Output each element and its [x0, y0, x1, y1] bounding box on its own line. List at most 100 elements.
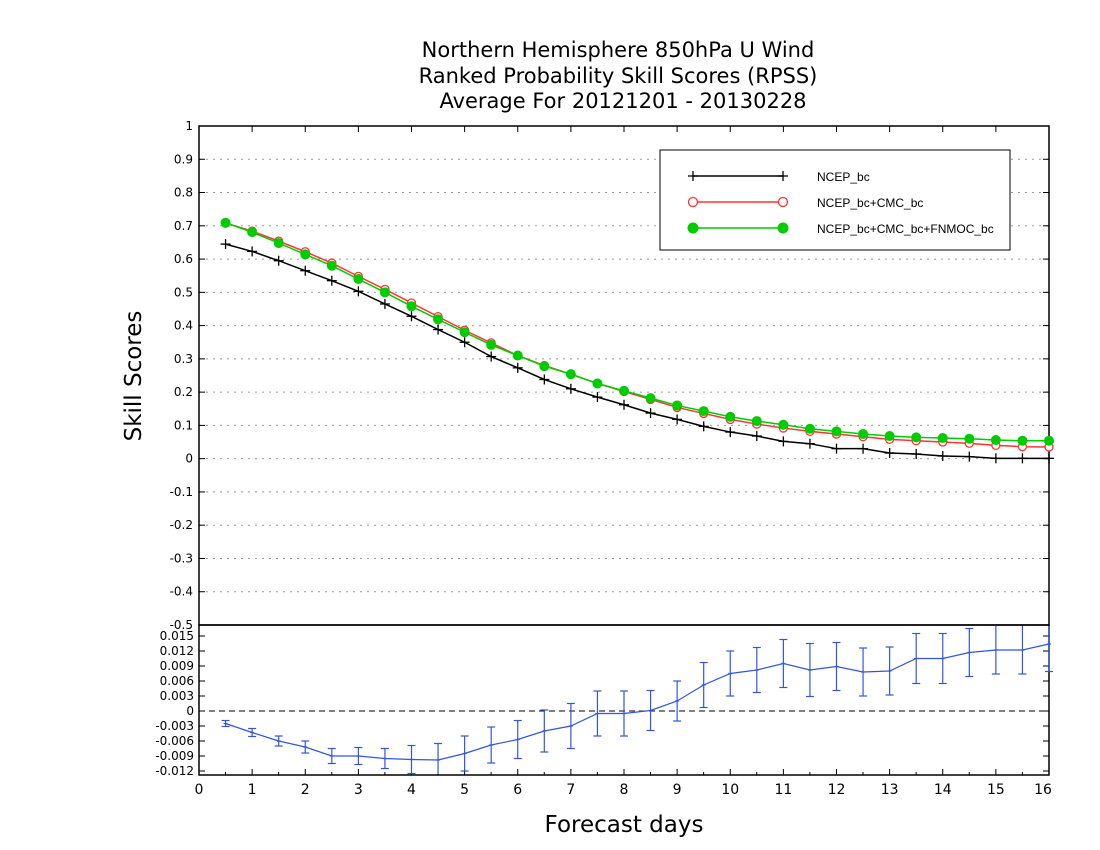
- y-tick-label: -0.006: [155, 734, 194, 748]
- y-tick-label: -0.012: [155, 764, 194, 778]
- y-tick-label: 0.8: [174, 186, 193, 200]
- y-tick-label: 0.7: [174, 219, 193, 233]
- data-point: [486, 351, 497, 362]
- data-point: [300, 265, 311, 276]
- error-bar: [912, 632, 921, 685]
- x-tick-label: 16: [1034, 782, 1052, 798]
- y-tick-label: -0.009: [155, 749, 194, 763]
- y-tick-label: 0.1: [174, 418, 193, 432]
- main-panel: 1 0.9 0.8 0.7 0.6 0.5 0.4 0.3 0.2 0.1 0 -0.1 -0.2 -0.…: [170, 119, 1054, 632]
- data-point: [459, 327, 470, 338]
- y-tick-label: 0: [185, 452, 193, 466]
- error-bar: [540, 709, 549, 753]
- error-bar: [991, 626, 1000, 675]
- error-bar: [726, 650, 735, 697]
- data-point: [459, 337, 470, 348]
- data-point: [858, 443, 869, 454]
- y-tick-label: -0.003: [155, 719, 194, 733]
- data-point: [406, 311, 417, 322]
- error-bar: [779, 638, 788, 689]
- data-point: [645, 408, 656, 419]
- y-tick-label: 0.012: [160, 644, 194, 658]
- data-point: [273, 255, 284, 266]
- chart-title-line-1: Northern Hemisphere 850hPa U Wind: [422, 38, 815, 62]
- data-point: [565, 369, 576, 380]
- data-point: [1017, 435, 1028, 446]
- data-point: [778, 436, 789, 447]
- data-point: [937, 433, 948, 444]
- data-point: [884, 448, 895, 459]
- error-bar: [699, 661, 708, 709]
- data-point: [884, 431, 895, 442]
- error-bar: [274, 735, 283, 747]
- data-point: [220, 239, 231, 250]
- data-point: [247, 246, 258, 257]
- error-bar: [221, 719, 230, 728]
- data-point: [645, 393, 656, 404]
- y-tick-label: -0.3: [170, 551, 193, 565]
- x-tick-label: 2: [301, 782, 310, 798]
- data-point: [592, 392, 603, 403]
- data-point: [326, 260, 337, 271]
- data-point: [247, 227, 258, 238]
- error-bar: [354, 746, 363, 766]
- y-tick-label: 0.2: [174, 385, 193, 399]
- error-bar: [965, 627, 974, 678]
- series-line-NCEP_bc+CMC_bc+FNMOC_bc: [225, 222, 1049, 442]
- legend-marker: [687, 222, 699, 234]
- y-tick-label: -0.2: [170, 518, 193, 532]
- x-tick-label: 9: [673, 782, 682, 798]
- x-tick-label: 15: [987, 782, 1005, 798]
- x-tick-label: 13: [881, 782, 899, 798]
- data-point: [592, 378, 603, 389]
- data-point: [698, 421, 709, 432]
- data-point: [778, 419, 789, 430]
- error-bar: [938, 632, 947, 685]
- data-point: [273, 238, 284, 249]
- x-tick-label: 7: [566, 782, 575, 798]
- data-point: [964, 433, 975, 444]
- error-bar: [487, 726, 496, 764]
- error-bar: [407, 744, 416, 775]
- legend-marker: [687, 196, 699, 208]
- y-tick-label: 0.3: [174, 352, 193, 366]
- data-point: [539, 374, 550, 385]
- error-bar: [327, 747, 336, 765]
- error-bar: [1018, 626, 1027, 675]
- data-point: [990, 453, 1001, 464]
- data-point: [964, 451, 975, 462]
- error-bar: [885, 646, 894, 696]
- legend-label: NCEP_bc+CMC_bc+FNMOC_bc: [817, 222, 994, 236]
- data-point: [990, 435, 1001, 446]
- data-point: [831, 443, 842, 454]
- error-bar: [752, 646, 761, 694]
- data-point: [433, 324, 444, 335]
- y-tick-label: 0.6: [174, 252, 193, 266]
- data-point: [725, 411, 736, 422]
- y-tick-label: 1: [185, 119, 193, 133]
- data-point: [672, 400, 683, 411]
- y-tick-label: -0.4: [170, 585, 193, 599]
- x-tick-label: 3: [354, 782, 363, 798]
- legend-label: NCEP_bc+CMC_bc: [817, 196, 923, 210]
- data-point: [300, 249, 311, 260]
- y-tick-label: 0.5: [174, 285, 193, 299]
- difference-panel: 0.0150.0120.0090.0060.0030-0.003-0.006-0…: [155, 624, 1053, 798]
- x-tick-label: 10: [721, 782, 739, 798]
- error-bar: [1045, 626, 1053, 673]
- data-point: [804, 438, 815, 449]
- data-point: [911, 432, 922, 443]
- data-point: [619, 385, 629, 396]
- x-tick-label: 8: [620, 782, 629, 798]
- data-point: [512, 350, 523, 361]
- error-bar: [380, 747, 389, 770]
- legend-marker: [777, 196, 789, 208]
- legend-label: NCEP_bc: [817, 170, 870, 184]
- y-tick-label: 0: [186, 704, 194, 718]
- y-tick-label: 0.009: [160, 659, 194, 673]
- error-bar: [513, 719, 522, 760]
- data-point: [698, 406, 709, 417]
- y-tick-label: -0.5: [170, 618, 193, 632]
- x-tick-label: 6: [513, 782, 522, 798]
